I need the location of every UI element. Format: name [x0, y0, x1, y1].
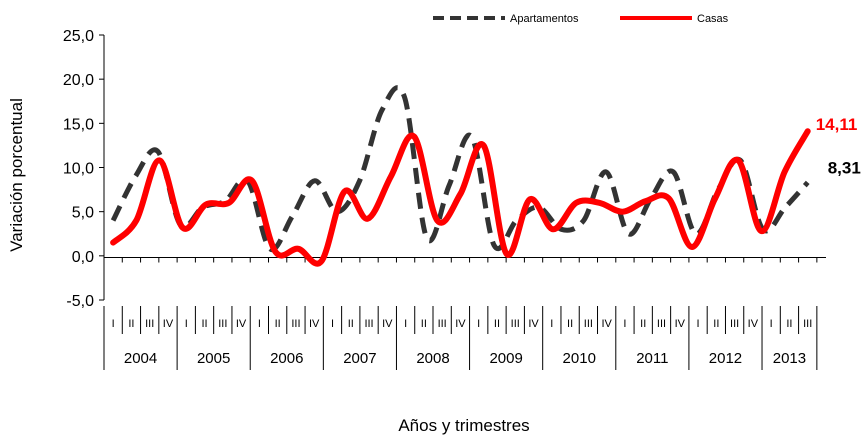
year-label: 2005	[197, 350, 230, 367]
quarter-label: I	[770, 318, 773, 330]
quarter-label: II	[128, 318, 134, 330]
end-labels: 14,11 8,31	[816, 115, 861, 177]
x-axis-title: Años y trimestres	[398, 416, 529, 435]
end-label-casas: 14,11	[816, 115, 858, 134]
quarter-label: I	[112, 318, 115, 330]
legend-casas-label: Casas	[697, 13, 729, 25]
quarter-label: IV	[601, 318, 612, 330]
year-label: 2006	[270, 350, 303, 367]
quarter-label: III	[291, 318, 300, 330]
quarter-label: II	[348, 318, 354, 330]
y-tick-label: -5,0	[66, 293, 94, 310]
series-line-casas	[110, 128, 811, 267]
y-tick-label: 15,0	[63, 116, 94, 133]
quarter-label: IV	[163, 318, 174, 330]
year-label: 2010	[563, 350, 596, 367]
legend: Apartamentos Casas	[433, 13, 729, 25]
quarter-label: I	[258, 318, 261, 330]
year-label: 2008	[416, 350, 449, 367]
year-label: 2004	[124, 350, 157, 367]
y-tick-label: 20,0	[63, 72, 94, 89]
quarter-label: III	[511, 318, 520, 330]
quarter-label: II	[567, 318, 573, 330]
quarter-label: III	[730, 318, 739, 330]
quarter-label: I	[550, 318, 553, 330]
quarter-label: III	[145, 318, 154, 330]
quarter-label: I	[331, 318, 334, 330]
quarter-label: I	[623, 318, 626, 330]
year-label: 2007	[343, 350, 376, 367]
y-axis-title: Variación porcentual	[7, 98, 26, 252]
quarter-label: IV	[236, 318, 247, 330]
quarter-label: IV	[455, 318, 466, 330]
y-tick-label: 5,0	[72, 205, 94, 222]
quarter-label: III	[803, 318, 812, 330]
x-axis: I II III IV I II III IV I II III IV I II III IV I II III IV…	[103, 257, 826, 370]
quarter-label: I	[697, 318, 700, 330]
quarter-label: II	[713, 318, 719, 330]
year-label: 2009	[489, 350, 522, 367]
quarter-label: II	[640, 318, 646, 330]
y-tick-label: 25,0	[63, 28, 94, 45]
quarter-label: III	[218, 318, 227, 330]
quarter-label: II	[786, 318, 792, 330]
quarter-label: III	[657, 318, 666, 330]
quarter-label: IV	[382, 318, 393, 330]
end-label-apartamentos: 8,31	[828, 158, 861, 177]
legend-apartamentos-label: Apartamentos	[510, 13, 579, 25]
year-label: 2013	[773, 350, 806, 367]
year-label: 2012	[709, 350, 742, 367]
quarter-label: II	[275, 318, 281, 330]
quarter-label: IV	[309, 318, 320, 330]
quarter-label: IV	[675, 318, 686, 330]
y-tick-label: 10,0	[63, 161, 94, 178]
quarter-label: III	[438, 318, 447, 330]
quarter-label: II	[494, 318, 500, 330]
year-label: 2011	[636, 350, 668, 367]
quarter-label: I	[185, 318, 188, 330]
quarter-label: III	[364, 318, 373, 330]
quarter-label: IV	[528, 318, 539, 330]
series-lines	[110, 85, 811, 267]
quarter-label: III	[584, 318, 593, 330]
quarter-label: II	[201, 318, 207, 330]
quarter-label: I	[477, 318, 480, 330]
y-axis: 25,0 20,0 15,0 10,0 5,0 0,0 -5,0	[63, 28, 105, 310]
quarter-label: II	[421, 318, 427, 330]
series-line-apartamentos	[110, 85, 810, 253]
y-tick-label: 0,0	[72, 249, 94, 266]
quarter-label: I	[404, 318, 407, 330]
quarter-label: IV	[748, 318, 759, 330]
